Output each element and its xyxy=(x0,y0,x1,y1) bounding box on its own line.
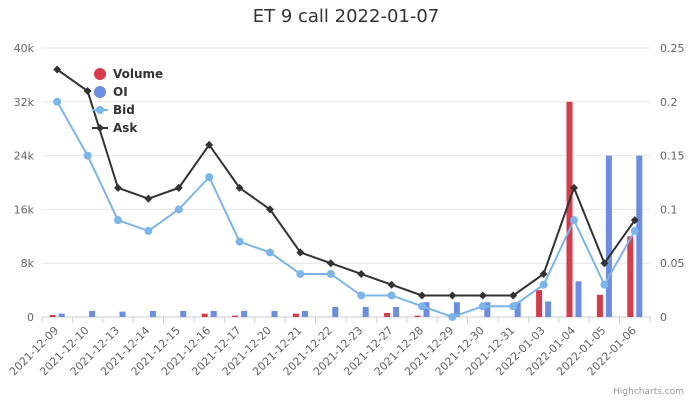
point-bid[interactable] xyxy=(418,302,426,311)
legend-label-bid[interactable]: Bid xyxy=(113,103,135,117)
point-ask[interactable] xyxy=(53,65,62,74)
bar-oi[interactable] xyxy=(241,310,248,317)
bar-oi[interactable] xyxy=(514,302,521,317)
point-bid[interactable] xyxy=(326,269,335,278)
point-bid[interactable] xyxy=(630,226,639,235)
y-left-tick-label: 32k xyxy=(14,96,35,109)
bar-oi[interactable] xyxy=(575,281,582,317)
point-bid[interactable] xyxy=(174,205,183,214)
chart-title: ET 9 call 2022-01-07 xyxy=(253,6,440,27)
bar-oi[interactable] xyxy=(301,310,308,317)
legend-label-volume[interactable]: Volume xyxy=(113,67,163,81)
point-bid[interactable] xyxy=(53,97,62,106)
y-right-tick-label: 0.05 xyxy=(660,257,685,270)
lines xyxy=(53,65,639,321)
bar-oi[interactable] xyxy=(636,155,643,317)
bar-volume[interactable] xyxy=(414,315,421,317)
bar-volume[interactable] xyxy=(232,315,239,317)
grid xyxy=(42,47,650,318)
bar-oi[interactable] xyxy=(119,311,126,317)
point-bid[interactable] xyxy=(570,216,578,225)
point-ask[interactable] xyxy=(296,248,305,257)
point-ask[interactable] xyxy=(478,291,487,300)
point-ask[interactable] xyxy=(235,183,244,192)
point-bid[interactable] xyxy=(296,269,305,278)
point-bid[interactable] xyxy=(83,151,92,160)
point-ask[interactable] xyxy=(357,269,366,278)
bar-volume[interactable] xyxy=(627,236,634,317)
bar-oi[interactable] xyxy=(58,313,65,317)
point-ask[interactable] xyxy=(448,291,457,300)
point-ask[interactable] xyxy=(600,259,609,268)
bar-volume[interactable] xyxy=(384,312,391,317)
point-ask[interactable] xyxy=(83,87,92,96)
point-ask[interactable] xyxy=(326,259,335,268)
bar-volume[interactable] xyxy=(566,101,573,317)
bar-oi[interactable] xyxy=(453,302,460,317)
point-bid[interactable] xyxy=(387,291,396,300)
bar-oi[interactable] xyxy=(362,306,369,317)
legend-marker-ask[interactable] xyxy=(96,124,104,132)
y-right-tick-label: 0.15 xyxy=(660,150,685,163)
point-bid[interactable] xyxy=(205,173,214,182)
bar-oi[interactable] xyxy=(149,310,156,317)
line-bid[interactable] xyxy=(56,101,636,319)
bar-oi[interactable] xyxy=(89,310,96,317)
legend[interactable]: Volume OI Bid Ask xyxy=(92,67,163,135)
point-ask[interactable] xyxy=(509,291,518,300)
point-bid[interactable] xyxy=(144,226,153,235)
point-bid[interactable] xyxy=(266,248,274,257)
point-bid[interactable] xyxy=(235,237,244,246)
y-right-tick-label: 0 xyxy=(660,311,667,324)
legend-marker-oi[interactable] xyxy=(94,86,106,98)
point-ask[interactable] xyxy=(418,291,426,300)
credits[interactable]: Highcharts.com xyxy=(613,387,684,397)
point-ask[interactable] xyxy=(205,140,214,149)
point-bid[interactable] xyxy=(509,302,518,311)
point-bid[interactable] xyxy=(357,291,366,300)
y-left-tick-label: 8k xyxy=(21,257,35,270)
bar-oi[interactable] xyxy=(332,306,339,317)
bar-volume[interactable] xyxy=(292,313,299,317)
bar-oi[interactable] xyxy=(210,310,217,317)
y-right-tick-label: 0.1 xyxy=(660,203,678,216)
point-ask[interactable] xyxy=(266,205,274,214)
point-bid[interactable] xyxy=(448,313,457,321)
bar-volume[interactable] xyxy=(536,290,543,317)
bar-oi[interactable] xyxy=(605,155,612,317)
legend-label-ask[interactable]: Ask xyxy=(113,121,138,135)
point-bid[interactable] xyxy=(539,280,548,289)
y-left-tick-label: 16k xyxy=(14,203,35,216)
legend-marker-bid[interactable] xyxy=(96,106,104,114)
bar-volume[interactable] xyxy=(49,314,56,317)
point-ask[interactable] xyxy=(539,269,548,278)
point-ask[interactable] xyxy=(114,183,122,192)
bar-oi[interactable] xyxy=(180,310,187,317)
legend-label-oi[interactable]: OI xyxy=(113,85,128,99)
bar-volume[interactable] xyxy=(201,313,208,317)
point-ask[interactable] xyxy=(387,280,396,289)
bar-volume[interactable] xyxy=(596,294,603,317)
point-ask[interactable] xyxy=(174,183,183,192)
point-ask[interactable] xyxy=(570,183,578,192)
bars xyxy=(49,101,643,317)
point-bid[interactable] xyxy=(600,280,609,289)
point-ask[interactable] xyxy=(144,194,153,203)
y-right-tick-label: 0.25 xyxy=(660,42,685,55)
y-right-tick-label: 0.2 xyxy=(660,96,678,109)
line-ask[interactable] xyxy=(56,68,636,297)
bar-oi[interactable] xyxy=(545,301,552,317)
y-left-tick-label: 40k xyxy=(14,42,35,55)
point-bid[interactable] xyxy=(114,216,122,225)
bar-oi[interactable] xyxy=(393,306,400,317)
point-ask[interactable] xyxy=(630,216,639,225)
y-left-tick-label: 24k xyxy=(14,150,35,163)
bar-oi[interactable] xyxy=(484,302,491,317)
bar-oi[interactable] xyxy=(423,302,430,317)
point-bid[interactable] xyxy=(478,302,487,311)
legend-marker-volume[interactable] xyxy=(94,68,106,80)
bar-oi[interactable] xyxy=(271,310,278,317)
y-left-tick-label: 0 xyxy=(27,311,34,324)
